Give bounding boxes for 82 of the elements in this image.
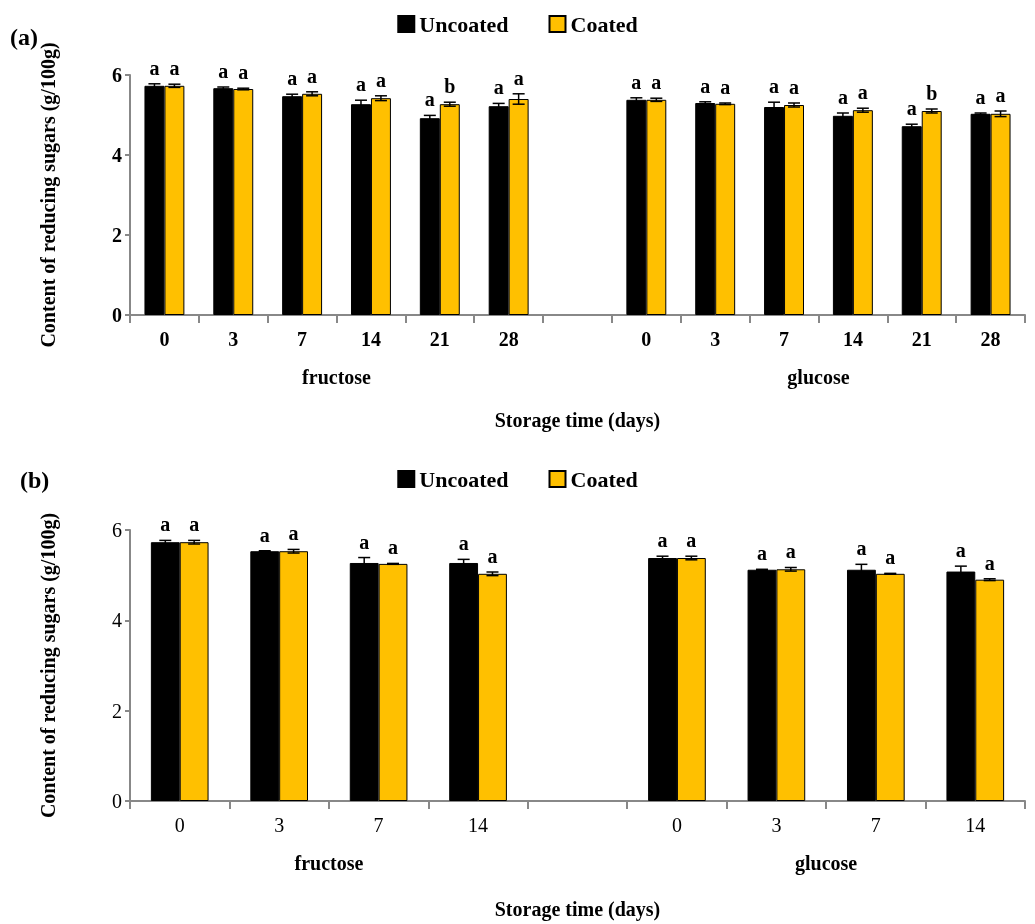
- data-label: a: [720, 76, 731, 98]
- x-tick-label: 3: [710, 328, 721, 350]
- legend-label: Coated: [570, 11, 638, 37]
- y-tick-label: 2: [112, 224, 122, 246]
- text: fructose: [294, 852, 364, 874]
- data-label: a: [189, 513, 200, 536]
- y-axis-title: Content of reducing sugars (g/100g): [37, 42, 60, 348]
- data-label: a: [487, 545, 498, 568]
- y-tick-label: 4: [112, 609, 122, 632]
- data-label: a: [388, 536, 399, 559]
- data-label: a: [769, 75, 780, 98]
- legend-label: Uncoated: [419, 11, 509, 37]
- data-label: a: [700, 74, 711, 97]
- x-tick-label: 0: [641, 328, 652, 350]
- data-label: a: [857, 81, 868, 104]
- data-label: a: [259, 523, 270, 546]
- x-tick-label: 0: [174, 814, 185, 836]
- y-tick-label: 2: [112, 699, 122, 722]
- data-label: a: [218, 60, 229, 82]
- y-tick-label: 0: [112, 790, 122, 812]
- data-label: a: [375, 68, 386, 91]
- data-label: a: [657, 529, 668, 552]
- data-label: a: [631, 70, 642, 93]
- data-label: b: [926, 82, 938, 104]
- data-label: a: [287, 67, 298, 90]
- text: glucose: [787, 366, 850, 389]
- y-tick-label: 6: [112, 64, 122, 86]
- data-label: a: [307, 64, 318, 87]
- x-tick-label: 14: [842, 328, 863, 350]
- data-label: a: [238, 61, 249, 84]
- x-axis-title: Storage time (days): [494, 898, 661, 921]
- legend-label: Coated: [570, 466, 638, 492]
- x-tick-label: 21: [429, 328, 450, 350]
- legend-label: Uncoated: [419, 466, 509, 492]
- y-tick-label: 4: [112, 144, 122, 166]
- data-label: b: [444, 75, 456, 98]
- x-tick-label: 14: [965, 814, 986, 836]
- data-label: a: [906, 97, 917, 120]
- data-label: a: [355, 73, 366, 96]
- data-label: a: [493, 76, 504, 99]
- data-label: a: [837, 86, 848, 108]
- data-label: a: [756, 542, 767, 565]
- x-tick-label: 7: [373, 814, 384, 836]
- data-label: a: [169, 57, 180, 80]
- chart-title: (a): [10, 24, 38, 50]
- data-label: a: [359, 530, 370, 553]
- data-label: a: [651, 71, 662, 94]
- data-label: a: [984, 551, 995, 574]
- x-tick-label: 7: [870, 814, 881, 836]
- y-axis-title: Content of reducing sugars (g/100g): [37, 512, 60, 819]
- x-tick-label: 28: [980, 328, 1001, 350]
- x-tick-label: 14: [360, 328, 381, 350]
- data-label: a: [789, 76, 800, 98]
- data-label: a: [686, 529, 697, 552]
- data-label: a: [856, 537, 867, 560]
- x-axis-title: Storage time (days): [494, 409, 661, 432]
- data-label: a: [458, 532, 469, 555]
- x-tick-label: 0: [159, 328, 170, 350]
- x-tick-label: 3: [274, 814, 285, 836]
- x-tick-label: 3: [771, 814, 782, 836]
- data-label: a: [975, 86, 986, 108]
- data-label: a: [955, 539, 966, 562]
- x-tick-label: 28: [498, 328, 519, 350]
- x-tick-label: 21: [911, 328, 932, 350]
- data-label: a: [785, 540, 796, 563]
- chart-title: (b): [20, 467, 50, 493]
- x-tick-label: 14: [468, 814, 489, 836]
- text: glucose: [795, 852, 858, 875]
- x-tick-label: 0: [671, 814, 682, 836]
- x-tick-label: 7: [297, 328, 308, 350]
- data-label: a: [160, 513, 171, 536]
- data-label: a: [424, 88, 435, 111]
- data-label: a: [513, 66, 524, 89]
- x-tick-label: 7: [779, 328, 790, 350]
- data-label: a: [885, 546, 896, 569]
- data-label: a: [149, 56, 160, 79]
- text: fructose: [302, 366, 372, 388]
- y-tick-label: 0: [112, 304, 122, 326]
- data-label: a: [995, 84, 1006, 106]
- y-tick-label: 6: [112, 519, 122, 541]
- x-tick-label: 3: [228, 328, 239, 350]
- data-label: a: [288, 522, 299, 545]
